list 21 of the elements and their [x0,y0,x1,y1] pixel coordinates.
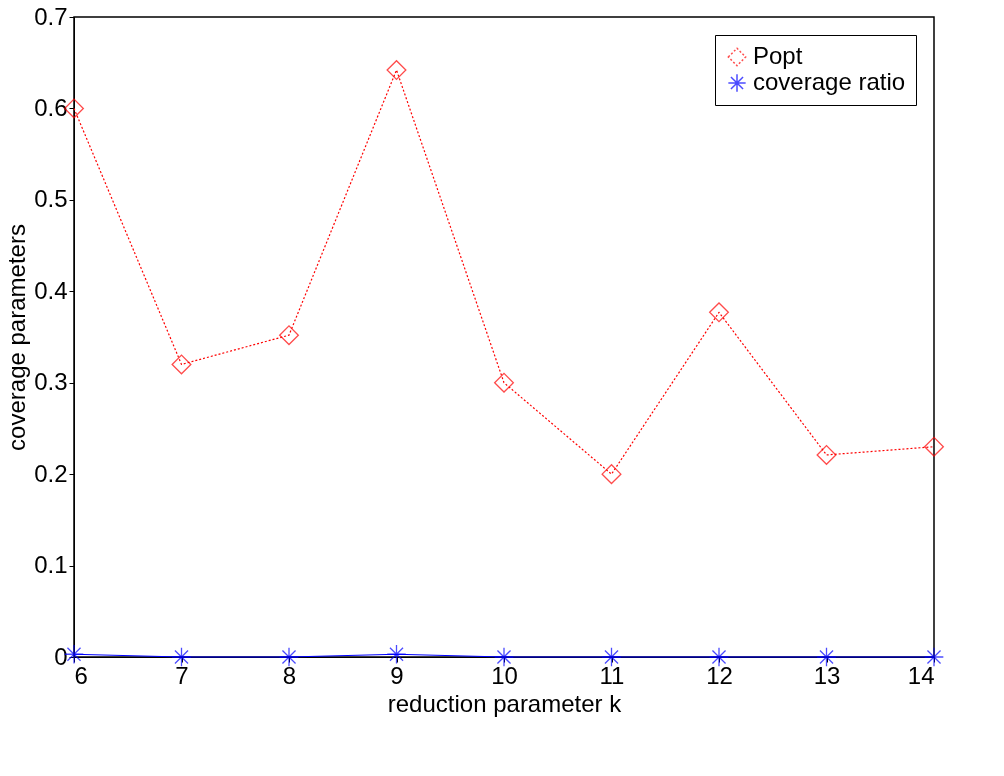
y-tick-label: 0.6 [34,93,68,121]
y-tick-label: 0.7 [34,2,68,30]
x-tick-label: 8 [282,661,297,689]
y-tick-label: 0.1 [34,551,68,579]
y-tick-label: 0.4 [34,276,68,304]
y-tick-label: 0.5 [34,185,68,213]
x-tick-label: 13 [813,661,841,689]
x-tick-label: 9 [390,661,404,689]
y-tick-label: 0.3 [34,368,68,396]
x-tick-label: 6 [74,661,88,689]
x-tick-label: 14 [907,661,935,689]
y-axis-title: coverage parameters [3,224,31,451]
y-tick-label: 0 [54,642,68,670]
x-tick-label: 7 [175,661,189,689]
x-tick-label: 10 [491,661,518,689]
y-tick-label: 0.2 [34,459,68,487]
x-axis-title: reduction parameter k [387,689,623,717]
legend-label: Popt [753,42,803,69]
x-tick-label: 11 [599,661,625,689]
x-tick-label: 12 [706,661,733,689]
legend-label: coverage ratio [753,68,906,95]
